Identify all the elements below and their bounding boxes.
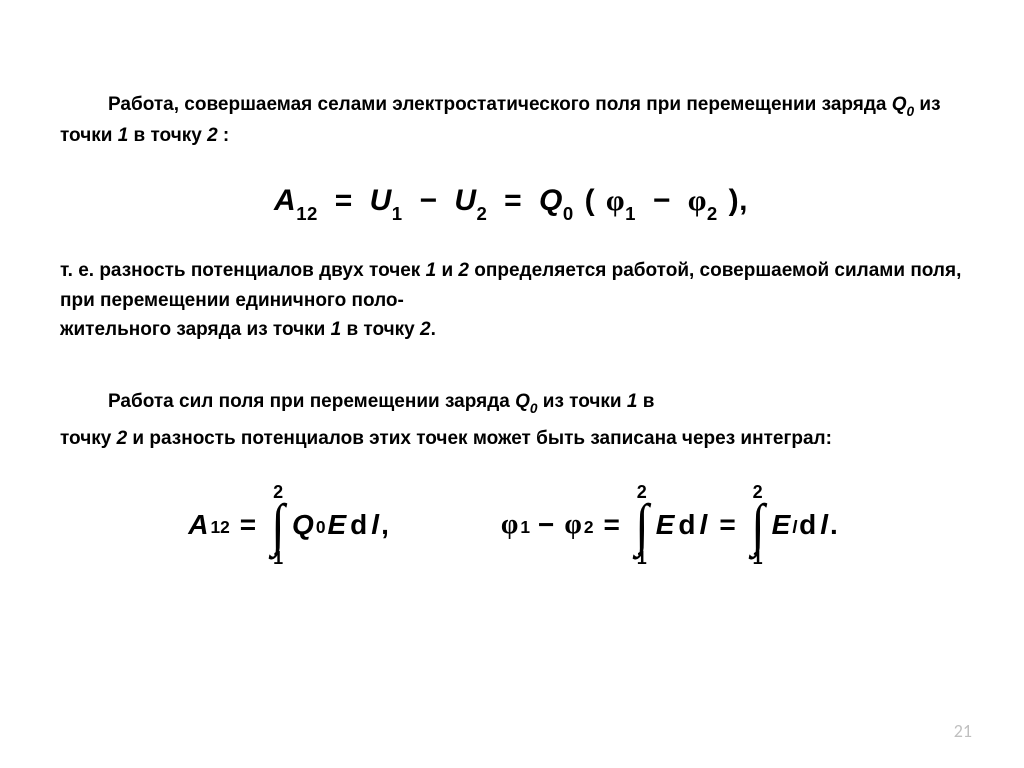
integral-sign-1: ∫ (271, 499, 285, 551)
eq2r-eq: = (593, 509, 629, 541)
p2-one: 1 (426, 260, 437, 281)
eq1-eq2: = (487, 184, 539, 217)
p2-text-1: т. е. разность потенциалов двух точек (60, 260, 426, 281)
p1-q0: Q (892, 94, 907, 115)
p1-one: 1 (118, 125, 129, 146)
p2-two: 2 (458, 260, 469, 281)
eq2l-l: l (369, 509, 381, 541)
p1-text-1: Работа, совершаемая селами электростатич… (108, 94, 892, 115)
eq2r-minus: − (530, 509, 562, 541)
eq2r-d2: d (797, 509, 818, 541)
eq1-U1-sub: 1 (392, 203, 403, 224)
p3-q0: Q (515, 391, 530, 412)
eq2l-Q: Q (290, 509, 316, 541)
p1-two: 2 (207, 125, 218, 146)
eq2r-s1: 1 (520, 517, 530, 538)
p1-text-3: в точку (128, 125, 207, 146)
eq2r-El: E (770, 509, 793, 541)
p2-text-6: . (431, 319, 436, 340)
eq2r-s2: 2 (584, 517, 594, 538)
p3-text-1: Работа сил поля при перемещении заряда (108, 391, 515, 412)
integral-sign-3: ∫ (751, 499, 765, 551)
p1-text-4: : (218, 125, 230, 146)
equation-2-right: φ1 − φ2 = 2 ∫ 1 Edl = 2 ∫ 1 Eldl. (499, 483, 838, 567)
paragraph-3a: Работа сил поля при перемещении заряда Q… (60, 387, 964, 418)
paragraph-1: Работа, совершаемая селами электростатич… (60, 90, 964, 150)
eq1-minus2: − (636, 184, 688, 217)
eq1-U2-sub: 2 (477, 203, 488, 224)
eq1-rpar: ), (718, 184, 750, 217)
p2-text-5: в точку (341, 319, 420, 340)
eq1-phi2: φ (688, 184, 707, 217)
paragraph-3b: точку 2 и разность потенциалов этих точе… (60, 424, 964, 453)
integral-3: 2 ∫ 1 (746, 483, 770, 567)
p2-one2: 1 (331, 319, 342, 340)
paragraph-2: т. е. разность потенциалов двух точек 1 … (60, 256, 964, 344)
eq1-minus: − (403, 184, 455, 217)
eq2l-d: d (348, 509, 369, 541)
integral-sign-2: ∫ (635, 499, 649, 551)
equation-2-row: A12 = 2 ∫ 1 Q0Edl , φ1 − φ2 = 2 ∫ 1 Edl … (60, 483, 964, 567)
eq2r-l2: l (818, 509, 830, 541)
eq2l-Q-sub: 0 (316, 517, 326, 538)
equation-1: A12 = U1 − U2 = Q0 ( φ1 − φ2 ), (60, 184, 964, 222)
eq2r-d: d (676, 509, 697, 541)
slide-content: Работа, совершаемая селами электростатич… (60, 90, 964, 567)
eq2r-l: l (698, 509, 710, 541)
p2-text-4: жительного заряда из точки (60, 319, 331, 340)
p3-text-5: и разность потенциалов этих точек может … (127, 428, 832, 449)
eq1-phi1: φ (606, 184, 625, 217)
eq2l-A: A (186, 509, 210, 541)
p3-text-2: из точки (538, 391, 627, 412)
p2-two2: 2 (420, 319, 431, 340)
eq2r-dot: . (830, 509, 838, 541)
p3-text-3: в (637, 391, 654, 412)
integral-2: 2 ∫ 1 (630, 483, 654, 567)
p3-text-4: точку (60, 428, 117, 449)
p1-q0-sub: 0 (907, 104, 915, 119)
eq1-Q: Q (539, 184, 563, 217)
eq1-U2: U (454, 184, 476, 217)
integral-1: 2 ∫ 1 (266, 483, 290, 567)
eq2r-eq2: = (709, 509, 745, 541)
eq2l-A-sub: 12 (210, 517, 229, 538)
eq2r-phi1: φ (499, 509, 520, 541)
eq1-eq: = (318, 184, 370, 217)
eq2l-E: E (325, 509, 348, 541)
eq2l-comma: , (381, 509, 389, 541)
eq1-U1: U (370, 184, 392, 217)
page-number: 21 (954, 720, 972, 742)
eq1-phi2-sub: 2 (707, 203, 718, 224)
equation-2-left: A12 = 2 ∫ 1 Q0Edl , (186, 483, 389, 567)
p3-two: 2 (117, 428, 128, 449)
eq2l-eq: = (230, 509, 266, 541)
p3-q0-sub: 0 (530, 401, 538, 416)
eq1-A: A (274, 184, 296, 217)
eq2r-phi2: φ (562, 509, 583, 541)
eq1-lpar: ( (574, 184, 606, 217)
p3-one: 1 (627, 391, 638, 412)
eq1-A-sub: 12 (296, 203, 318, 224)
eq2r-E: E (654, 509, 677, 541)
eq2r-El-sub: l (792, 517, 797, 538)
p2-text-2: и (436, 260, 458, 281)
eq1-phi1-sub: 1 (625, 203, 636, 224)
eq1-Q-sub: 0 (563, 203, 574, 224)
